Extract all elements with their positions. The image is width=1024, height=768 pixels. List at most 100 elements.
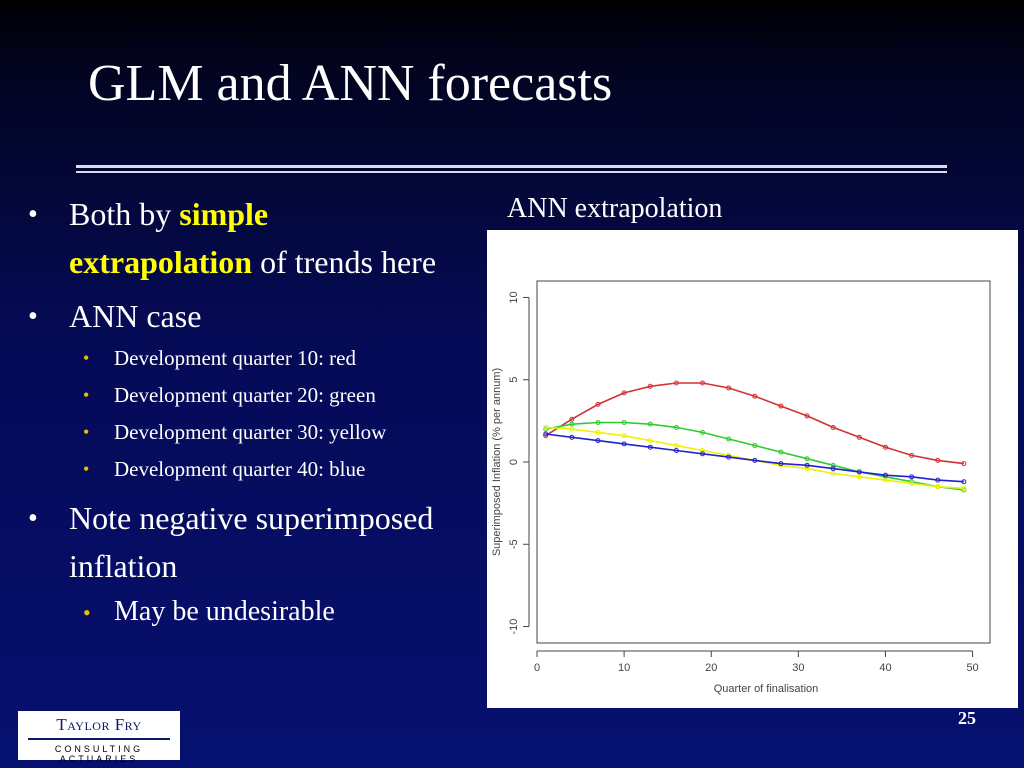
data-point (961, 479, 967, 485)
y-tick-label: 5 (508, 377, 520, 383)
data-point (909, 474, 915, 480)
data-point (778, 403, 784, 409)
data-point (726, 385, 732, 391)
bullet-text: Note negative superimposed inflation (69, 500, 434, 584)
data-point (543, 433, 549, 439)
sub-bullet-dq10: • Development quarter 10: red (26, 340, 466, 377)
data-point (935, 457, 941, 463)
data-point (830, 462, 836, 468)
data-point (882, 477, 888, 483)
data-point (621, 433, 627, 439)
data-point (595, 401, 601, 407)
data-point (909, 480, 915, 486)
sub-bullet-dot: • (83, 600, 91, 625)
title-underline (76, 165, 947, 173)
sub-bullet-dq20: • Development quarter 20: green (26, 377, 466, 414)
y-tick-label: 10 (508, 291, 520, 303)
chart-caption: ANN extrapolation (507, 193, 723, 224)
data-point (752, 457, 758, 463)
sub-bullet-dq40: • Development quarter 40: blue (26, 451, 466, 488)
series-line (545, 421, 964, 491)
data-point (700, 451, 706, 457)
data-point (569, 421, 575, 427)
data-point (647, 444, 653, 450)
data-point (752, 393, 758, 399)
data-point (569, 416, 575, 422)
x-tick-label: 40 (879, 662, 891, 674)
y-tick-label: -10 (508, 619, 520, 635)
data-point (595, 429, 601, 435)
page-number: 25 (958, 708, 976, 728)
x-axis-label: Quarter of finalisation (714, 683, 819, 695)
sub-bullet-dot: • (83, 459, 90, 479)
data-point (647, 383, 653, 389)
bullet-dot: • (28, 301, 38, 332)
data-point (569, 426, 575, 432)
data-point (621, 390, 627, 396)
data-point (909, 452, 915, 458)
sub-bullet-dot: • (83, 348, 90, 368)
plot-frame (536, 280, 991, 644)
series-3 (543, 431, 967, 485)
data-point (778, 461, 784, 467)
data-point (830, 471, 836, 477)
x-tick-label: 50 (966, 662, 978, 674)
data-point (830, 424, 836, 430)
y-axis: -10 -5 0 5 10 (508, 291, 530, 635)
sub-bullet-text: Development quarter 20: green (114, 383, 376, 407)
data-point (804, 456, 810, 462)
bullet-dot: • (28, 199, 38, 230)
logo-tagline: CONSULTING ACTUARIES (54, 744, 144, 764)
data-point (804, 413, 810, 419)
data-point (595, 420, 601, 426)
data-point (856, 469, 862, 475)
sub-bullet-text: Development quarter 10: red (114, 346, 356, 370)
data-point (673, 380, 679, 386)
highlight-extrapolation: extrapolation (69, 244, 253, 280)
data-point (673, 443, 679, 449)
data-point (543, 431, 549, 437)
data-point (804, 462, 810, 468)
x-tick-label: 0 (534, 662, 540, 674)
bullet-ann-case: • ANN case (26, 292, 466, 340)
data-point (700, 447, 706, 453)
series-0 (543, 380, 967, 467)
data-point (856, 434, 862, 440)
data-point (569, 434, 575, 440)
logo-name: Taylor Fry (56, 715, 142, 734)
y-tick-label: -5 (508, 539, 520, 549)
data-point (673, 424, 679, 430)
data-point (673, 447, 679, 453)
series-line (545, 382, 964, 465)
data-point (882, 444, 888, 450)
data-point (726, 454, 732, 460)
data-point (856, 474, 862, 480)
data-point (752, 443, 758, 449)
series-line (545, 433, 964, 483)
data-point (543, 426, 549, 432)
data-point (700, 380, 706, 386)
chart-panel: 0 10 20 30 40 50 -10 -5 0 5 10 Quarter of finalis… (487, 230, 1018, 708)
y-axis-label: Superimposed Inflation (% per annum) (491, 368, 503, 556)
sub-bullet-dot: • (83, 385, 90, 405)
bullet-extrapolation: • Both by simple extrapolation of trends… (26, 190, 466, 286)
sub-bullet-text: May be undesirable (114, 596, 335, 627)
highlight-simple: simple (179, 196, 269, 232)
data-point (935, 484, 941, 490)
bullet-negative-inflation: • Note negative superimposed inflation (26, 494, 466, 590)
data-point (961, 485, 967, 491)
bullet-list: • Both by simple extrapolation of trends… (26, 190, 466, 634)
data-point (726, 436, 732, 442)
data-point (621, 420, 627, 426)
data-point (647, 438, 653, 444)
data-point (804, 466, 810, 472)
data-point (700, 429, 706, 435)
series-group (543, 380, 967, 493)
sub-bullet-text: Development quarter 30: yellow (114, 420, 387, 444)
x-axis: 0 10 20 30 40 50 (534, 650, 979, 674)
sub-bullet-text: Development quarter 40: blue (114, 457, 366, 481)
series-1 (543, 420, 967, 493)
data-point (935, 477, 941, 483)
x-tick-label: 20 (705, 662, 717, 674)
bullet-dot: • (28, 503, 38, 534)
